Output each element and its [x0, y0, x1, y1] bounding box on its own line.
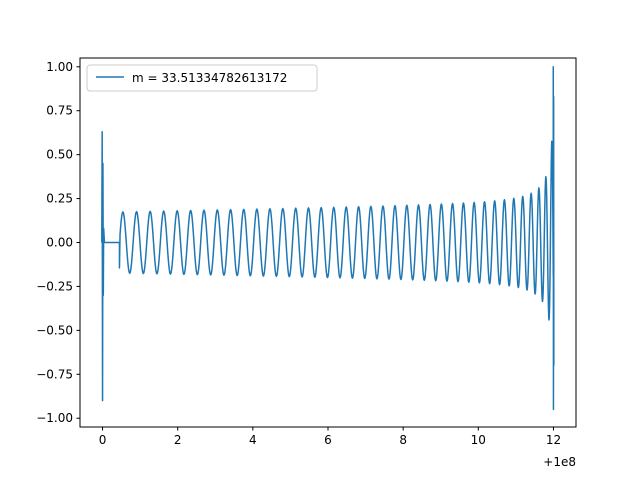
legend: m = 33.51334782613172 — [86, 64, 318, 92]
x-axis: 0 2 4 6 8 10 12 — [99, 427, 561, 447]
x-tick-label: 4 — [249, 433, 257, 447]
y-tick-label: −0.50 — [36, 323, 73, 337]
x-tick-label: 6 — [324, 433, 332, 447]
x-offset-label: +1e8 — [543, 455, 576, 469]
y-axis: −1.00 −0.75 −0.50 −0.25 0.00 0.25 0.50 0.75 1.00 — [36, 60, 80, 425]
x-tick-label: 10 — [471, 433, 486, 447]
y-tick-label: 0.50 — [46, 148, 73, 162]
y-tick-label: −0.75 — [36, 367, 73, 381]
x-tick-label: 8 — [399, 433, 407, 447]
y-tick-label: 1.00 — [46, 60, 73, 74]
x-tick-label: 0 — [99, 433, 107, 447]
legend-box — [86, 64, 318, 92]
y-tick-label: −1.00 — [36, 411, 73, 425]
series-line — [101, 66, 555, 411]
legend-entry-label: m = 33.51334782613172 — [132, 71, 287, 85]
x-tick-label: 2 — [174, 433, 182, 447]
series-layer — [101, 66, 555, 411]
y-tick-label: 0.00 — [46, 236, 73, 250]
y-tick-label: −0.25 — [36, 279, 73, 293]
y-tick-label: 0.25 — [46, 192, 73, 206]
y-tick-label: 0.75 — [46, 104, 73, 118]
x-tick-label: 12 — [546, 433, 561, 447]
